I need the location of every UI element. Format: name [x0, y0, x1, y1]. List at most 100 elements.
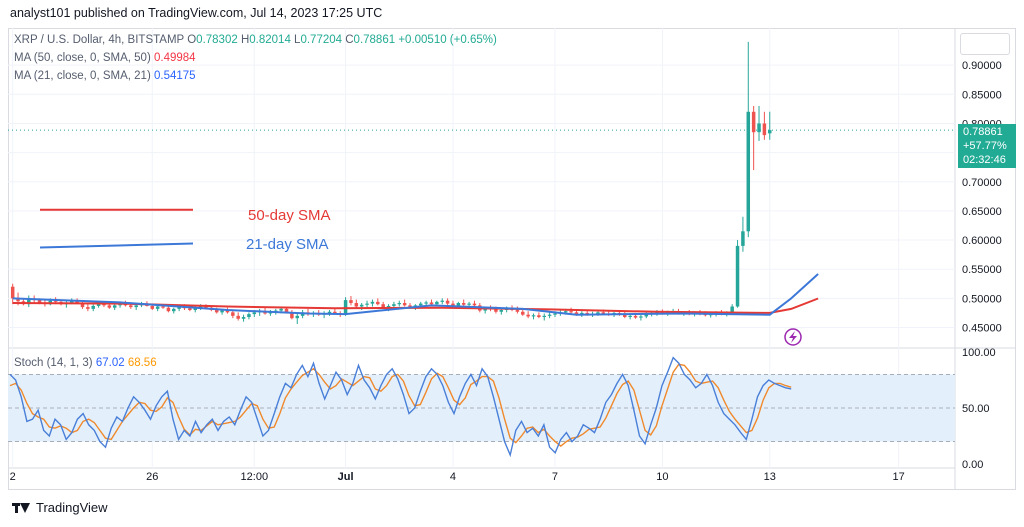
candle-body: [252, 312, 257, 315]
time-tick-label: 10: [656, 471, 668, 483]
price-tick-label: 0.50000: [962, 293, 1002, 305]
candle-body: [730, 306, 734, 313]
candle-body: [53, 300, 58, 302]
candle-body: [220, 310, 224, 313]
candle-body: [531, 315, 536, 317]
bar-countdown: 02:32:46: [963, 154, 1006, 166]
candle-body: [461, 303, 466, 305]
price-tick-label: 0.60000: [962, 235, 1002, 247]
candle-body: [547, 314, 552, 316]
candle-body: [494, 309, 498, 312]
candle-body: [134, 305, 138, 308]
candle-body: [746, 111, 751, 232]
tradingview-logo-icon: [12, 502, 30, 514]
candle-body: [445, 300, 450, 304]
candle-body: [359, 304, 364, 307]
time-tick-label: 17: [892, 471, 904, 483]
candle-body: [10, 286, 15, 299]
candle-body: [198, 305, 203, 308]
candle-body: [102, 304, 106, 306]
stoch-k-value: 67.02: [95, 357, 125, 369]
candle-body: [392, 304, 396, 306]
change-value: +0.00510 (+0.65%): [398, 34, 497, 46]
candle-body: [483, 308, 487, 311]
candle-body: [768, 130, 772, 134]
close-value: 0.78861: [353, 34, 396, 46]
candle-body: [161, 306, 165, 308]
candle-body: [735, 245, 740, 307]
candle-body: [295, 315, 300, 319]
candle-body: [241, 317, 246, 319]
symbol-label: XRP / U.S. Dollar, 4h, BITSTAMP: [14, 34, 185, 46]
candle-body: [225, 310, 230, 313]
candle-body: [757, 123, 761, 133]
candle-body: [526, 314, 530, 317]
footer-brand-text: TradingView: [36, 500, 108, 515]
scale-button[interactable]: [960, 33, 1010, 55]
candle-body: [354, 303, 359, 307]
candle-body: [96, 304, 101, 306]
candle-body: [177, 307, 181, 309]
candle-body: [279, 308, 283, 311]
price-tick-label: 0.70000: [962, 177, 1002, 189]
time-tick-label: 13: [764, 471, 776, 483]
candle-body: [376, 301, 380, 305]
candle-body: [172, 308, 176, 312]
candle-body: [214, 310, 219, 313]
candle-body: [515, 310, 520, 312]
candle-body: [751, 111, 756, 133]
stoch-legend: Stoch (14, 1, 3) 67.02 68.56: [14, 357, 157, 369]
candle-body: [37, 300, 42, 304]
candle-body: [762, 123, 767, 136]
candle-body: [451, 303, 455, 306]
chart-frame: [8, 28, 1016, 490]
open-value: 0.78302: [196, 34, 238, 46]
price-tick-label: 0.90000: [962, 60, 1002, 72]
candle-body: [402, 303, 407, 306]
candle-body: [129, 305, 133, 308]
candle-body: [155, 306, 160, 309]
candle-body: [365, 303, 369, 305]
candle-body: [542, 315, 546, 318]
candle-body: [574, 312, 579, 315]
candle-body: [86, 307, 90, 309]
ma21-value: 0.54175: [153, 70, 196, 82]
symbol-legend: XRP / U.S. Dollar, 4h, BITSTAMP O0.78302…: [14, 34, 497, 46]
candle-body: [290, 312, 294, 319]
low-label: L: [294, 34, 301, 46]
stoch-tick-label: 50.00: [962, 403, 990, 415]
open-label: O: [187, 34, 197, 46]
candle-body: [349, 300, 353, 304]
ma50-legend: MA (50, close, 0, SMA, 50) 0.49984: [14, 52, 196, 64]
candle-body: [16, 298, 20, 302]
time-tick-label: 7: [552, 471, 558, 483]
candle-body: [628, 315, 632, 318]
candle-body: [231, 312, 235, 316]
time-tick-label: 4: [450, 471, 456, 483]
candle-body: [107, 305, 112, 308]
candle-body: [633, 315, 638, 318]
candle-body: [644, 314, 649, 317]
candle-body: [333, 311, 337, 314]
high-value: 0.82014: [249, 34, 291, 46]
candle-body: [284, 308, 289, 313]
low-value: 0.77204: [300, 34, 343, 46]
candle-body: [236, 315, 240, 319]
candle-body: [499, 310, 504, 312]
ma21-legend: MA (21, close, 0, SMA, 21) 0.54175: [14, 70, 196, 82]
candle-body: [639, 316, 643, 318]
ma50-value: 0.49984: [153, 52, 196, 64]
candle-body: [435, 301, 439, 305]
sma21-annotation: 21-day SMA: [246, 236, 329, 253]
ma21-label: MA (21, close, 0, SMA, 21): [14, 70, 151, 82]
candle-body: [370, 301, 375, 304]
candle-body: [467, 303, 471, 305]
candle-body: [112, 305, 117, 308]
price-tick-label: 0.85000: [962, 89, 1002, 101]
time-tick-label: Jul: [338, 471, 354, 483]
candle-body: [521, 311, 525, 315]
stoch-label: Stoch (14, 1, 3): [14, 357, 93, 369]
candle-body: [386, 305, 391, 308]
footer-brand[interactable]: TradingView: [12, 500, 108, 515]
